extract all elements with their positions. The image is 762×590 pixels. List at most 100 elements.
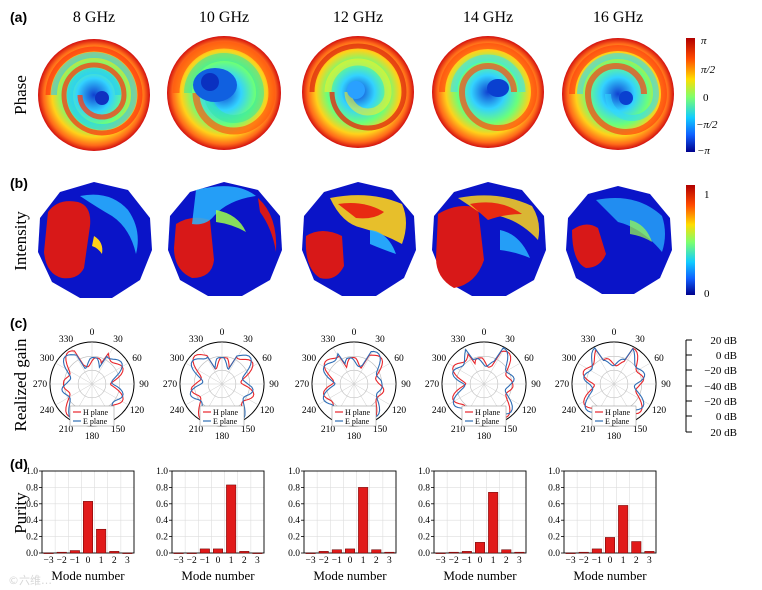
- bar-−2: [186, 552, 197, 554]
- phase-map-8ghz: [38, 39, 150, 151]
- x-tick-label: 1: [491, 556, 496, 566]
- x-tick-label: 1: [361, 556, 366, 566]
- legend-e-plane: E plane: [345, 417, 370, 426]
- x-tick-label: −2: [319, 556, 329, 566]
- x-tick-label: −1: [462, 556, 472, 566]
- bar-3: [644, 551, 655, 554]
- intensity-map-10ghz: [168, 182, 282, 296]
- db-scale-3: −40 dB: [704, 381, 737, 393]
- polar-angle-label: 90: [401, 380, 411, 390]
- polar-angle-label: 120: [392, 406, 407, 416]
- polar-angle-label: 300: [302, 354, 317, 364]
- x-tick-label: 0: [348, 556, 353, 566]
- polar-angle-label: 300: [170, 354, 185, 364]
- legend-e-plane: E plane: [475, 417, 500, 426]
- x-tick-label: 1: [229, 556, 234, 566]
- x-axis-title: Mode number: [443, 568, 517, 583]
- polar-angle-label: 60: [394, 354, 404, 364]
- polar-angle-label: 90: [139, 380, 149, 390]
- x-tick-label: 2: [112, 556, 117, 566]
- y-tick-label: 0.0: [156, 549, 168, 559]
- polar-angle-label: 30: [635, 335, 645, 345]
- x-tick-label: 2: [374, 556, 379, 566]
- polar-angle-label: 60: [132, 354, 142, 364]
- x-tick-label: −3: [306, 556, 316, 566]
- polar-angle-label: 0: [220, 328, 225, 338]
- polar-angle-label: 120: [652, 406, 667, 416]
- bar-0: [83, 501, 93, 554]
- polar-angle-label: 300: [40, 354, 55, 364]
- intensity-map-16ghz: [566, 186, 672, 294]
- polar-angle-label: 330: [321, 335, 336, 345]
- y-tick-label: 0.6: [26, 500, 38, 510]
- polar-angle-label: 270: [425, 380, 440, 390]
- y-tick-label: 1.0: [156, 467, 168, 477]
- y-tick-label: 0.4: [548, 516, 560, 526]
- polar-plot-2: 0 330 300 270 240 210 180 150 120 90 60 30 H planeE …: [295, 328, 411, 442]
- polar-plot-1: 0 330 300 270 240 210 180 150 120 90 60 30 H planeE …: [163, 328, 279, 442]
- polar-angle-label: 330: [451, 335, 466, 345]
- bar-−1: [331, 549, 342, 554]
- polar-angle-label: 150: [111, 425, 126, 435]
- polar-angle-label: 30: [113, 335, 123, 345]
- polar-plot-0: 0 330 300 270 240 210 180 150 120 90 60 30 H planeE …: [33, 328, 149, 442]
- polar-angle-label: 270: [163, 380, 178, 390]
- intensity-maps: [38, 182, 672, 298]
- y-tick-label: 1.0: [26, 467, 38, 477]
- x-tick-label: 2: [504, 556, 509, 566]
- polar-angle-label: 60: [524, 354, 534, 364]
- phase-cbar-pi-2: π/2: [701, 64, 716, 76]
- bar-0: [605, 537, 615, 554]
- polar-angle-label: 150: [373, 425, 388, 435]
- bar-−1: [461, 551, 472, 554]
- polar-angle-label: 180: [85, 432, 100, 442]
- gain-row-label: Realized gain: [11, 338, 30, 431]
- phase-map-12ghz: [302, 36, 414, 148]
- frequency-headers: 8 GHz 10 GHz 12 GHz 14 GHz 16 GHz: [73, 9, 643, 26]
- x-tick-label: −1: [332, 556, 342, 566]
- x-tick-label: 2: [634, 556, 639, 566]
- bar-2: [109, 551, 120, 554]
- bar-1: [96, 528, 107, 554]
- x-tick-label: 2: [242, 556, 247, 566]
- freq-10: 10 GHz: [199, 9, 249, 26]
- y-tick-label: 0.6: [156, 500, 168, 510]
- legend-e-plane: E plane: [213, 417, 238, 426]
- polar-angle-label: 240: [302, 406, 317, 416]
- x-tick-label: 0: [478, 556, 483, 566]
- intensity-cbar-zero: 0: [704, 288, 710, 300]
- bar-−3: [43, 552, 54, 554]
- x-tick-label: 3: [125, 556, 130, 566]
- polar-plot-4: 0 330 300 270 240 210 180 150 120 90 60 30 H planeE …: [555, 328, 671, 442]
- db-scale-2: −20 dB: [704, 365, 737, 377]
- polar-angle-label: 240: [562, 406, 577, 416]
- freq-14: 14 GHz: [463, 9, 513, 26]
- polar-angle-label: 300: [562, 354, 577, 364]
- bar-−1: [69, 550, 80, 554]
- y-tick-label: 0.8: [288, 483, 300, 493]
- freq-8: 8 GHz: [73, 9, 115, 26]
- x-tick-label: −2: [57, 556, 67, 566]
- x-tick-label: −1: [592, 556, 602, 566]
- x-axis-title: Mode number: [573, 568, 647, 583]
- y-tick-label: 0.0: [288, 549, 300, 559]
- x-tick-label: −2: [579, 556, 589, 566]
- polar-angle-label: 330: [189, 335, 204, 345]
- polar-angle-label: 270: [555, 380, 570, 390]
- x-axis-title: Mode number: [51, 568, 125, 583]
- polar-angle-label: 210: [59, 425, 74, 435]
- x-tick-label: 3: [517, 556, 522, 566]
- db-scale-1: 0 dB: [716, 350, 737, 362]
- intensity-map-12ghz: [302, 182, 416, 296]
- polar-angle-label: 0: [90, 328, 95, 338]
- polar-angle-label: 180: [215, 432, 230, 442]
- x-tick-label: 3: [255, 556, 260, 566]
- legend-h-plane: H plane: [345, 408, 371, 417]
- bar-0: [475, 542, 485, 554]
- phase-colorbar: π π/2 0 −π/2 −π: [686, 35, 718, 157]
